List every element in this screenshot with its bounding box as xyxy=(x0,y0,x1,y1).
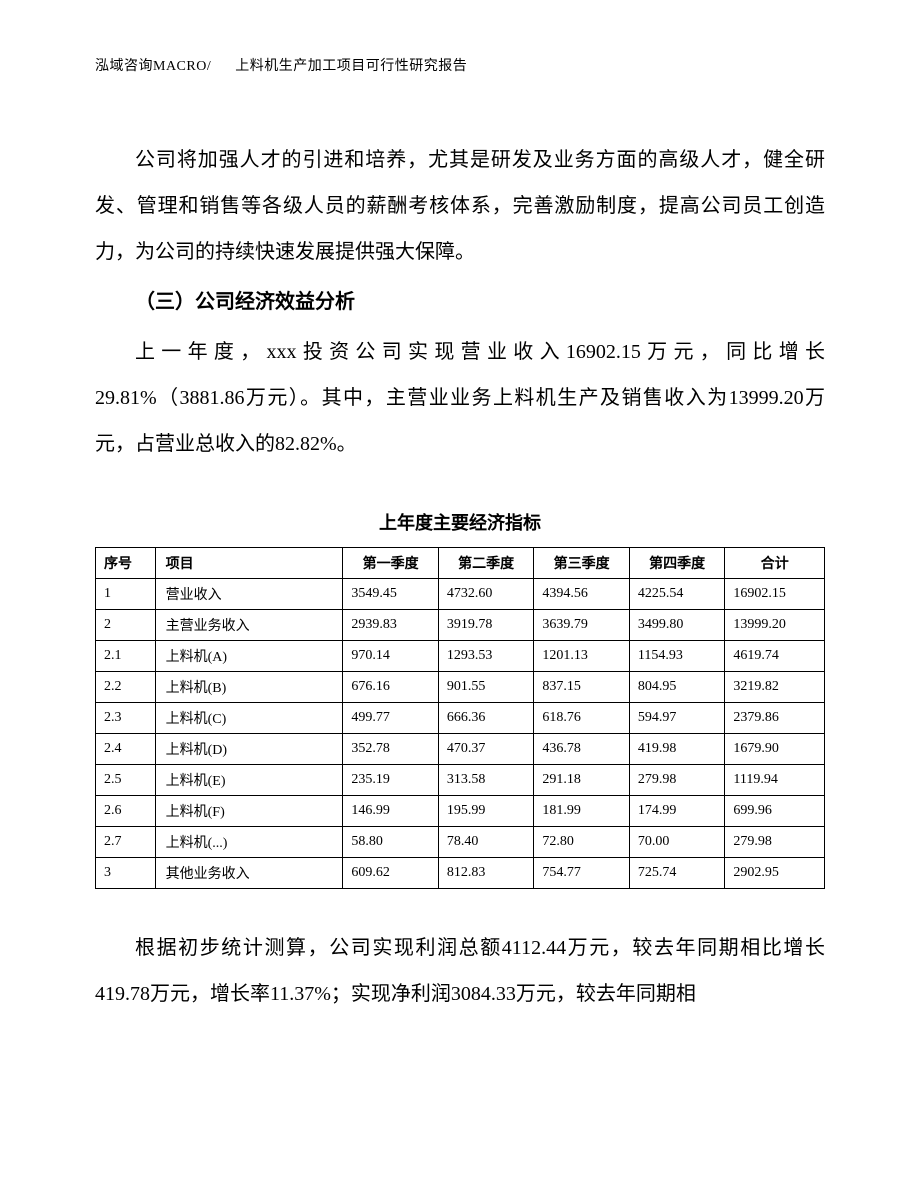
economic-indicators-table: 序号 项目 第一季度 第二季度 第三季度 第四季度 合计 1营业收入3549.4… xyxy=(95,547,825,889)
table-cell: 436.78 xyxy=(534,734,630,765)
table-cell: 676.16 xyxy=(343,672,439,703)
table-cell: 2.4 xyxy=(96,734,156,765)
table-row: 2.7上料机(...)58.8078.4072.8070.00279.98 xyxy=(96,827,825,858)
table-cell: 970.14 xyxy=(343,641,439,672)
table-row: 2.6上料机(F)146.99195.99181.99174.99699.96 xyxy=(96,796,825,827)
table-cell: 3499.80 xyxy=(629,610,725,641)
table-cell: 699.96 xyxy=(725,796,825,827)
header-title: 上料机生产加工项目可行性研究报告 xyxy=(235,59,467,74)
table-cell: 营业收入 xyxy=(155,579,343,610)
table-cell: 其他业务收入 xyxy=(155,858,343,889)
table-cell: 419.98 xyxy=(629,734,725,765)
table-cell: 16902.15 xyxy=(725,579,825,610)
table-cell: 2.5 xyxy=(96,765,156,796)
table-row: 2.3上料机(C)499.77666.36618.76594.972379.86 xyxy=(96,703,825,734)
table-cell: 4619.74 xyxy=(725,641,825,672)
table-cell: 78.40 xyxy=(438,827,534,858)
header-company: 泓域咨询MACRO/ xyxy=(95,59,211,74)
table-cell: 1201.13 xyxy=(534,641,630,672)
table-cell: 2.1 xyxy=(96,641,156,672)
table-cell: 上料机(A) xyxy=(155,641,343,672)
table-cell: 上料机(C) xyxy=(155,703,343,734)
table-cell: 上料机(B) xyxy=(155,672,343,703)
page-header: 泓域咨询MACRO/ 上料机生产加工项目可行性研究报告 xyxy=(95,55,825,75)
table-cell: 754.77 xyxy=(534,858,630,889)
section-heading: （三）公司经济效益分析 xyxy=(95,279,825,325)
paragraph-3: 根据初步统计测算，公司实现利润总额4112.44万元，较去年同期相比增长419.… xyxy=(95,925,825,1017)
table-row: 2主营业务收入2939.833919.783639.793499.8013999… xyxy=(96,610,825,641)
table-cell: 3219.82 xyxy=(725,672,825,703)
table-cell: 804.95 xyxy=(629,672,725,703)
table-cell: 1 xyxy=(96,579,156,610)
table-cell: 195.99 xyxy=(438,796,534,827)
table-cell: 174.99 xyxy=(629,796,725,827)
table-cell: 291.18 xyxy=(534,765,630,796)
table-header-row: 序号 项目 第一季度 第二季度 第三季度 第四季度 合计 xyxy=(96,548,825,579)
table-cell: 279.98 xyxy=(725,827,825,858)
table-cell: 2.3 xyxy=(96,703,156,734)
table-cell: 725.74 xyxy=(629,858,725,889)
table-cell: 58.80 xyxy=(343,827,439,858)
table-cell: 235.19 xyxy=(343,765,439,796)
table-cell: 2.6 xyxy=(96,796,156,827)
table-cell: 279.98 xyxy=(629,765,725,796)
table-row: 3其他业务收入609.62812.83754.77725.742902.95 xyxy=(96,858,825,889)
table-cell: 901.55 xyxy=(438,672,534,703)
col-header-seq: 序号 xyxy=(96,548,156,579)
table-cell: 2379.86 xyxy=(725,703,825,734)
table-cell: 4225.54 xyxy=(629,579,725,610)
table-cell: 4394.56 xyxy=(534,579,630,610)
table-row: 1营业收入3549.454732.604394.564225.5416902.1… xyxy=(96,579,825,610)
col-header-q2: 第二季度 xyxy=(438,548,534,579)
table-row: 2.1上料机(A)970.141293.531201.131154.934619… xyxy=(96,641,825,672)
table-cell: 3 xyxy=(96,858,156,889)
table-cell: 1154.93 xyxy=(629,641,725,672)
table-cell: 上料机(D) xyxy=(155,734,343,765)
table-cell: 13999.20 xyxy=(725,610,825,641)
table-cell: 313.58 xyxy=(438,765,534,796)
table-cell: 618.76 xyxy=(534,703,630,734)
col-header-q4: 第四季度 xyxy=(629,548,725,579)
table-cell: 499.77 xyxy=(343,703,439,734)
col-header-q3: 第三季度 xyxy=(534,548,630,579)
table-cell: 470.37 xyxy=(438,734,534,765)
paragraph-2: 上一年度，xxx投资公司实现营业收入16902.15万元，同比增长29.81%（… xyxy=(95,329,825,467)
table-cell: 1293.53 xyxy=(438,641,534,672)
table-cell: 上料机(F) xyxy=(155,796,343,827)
col-header-total: 合计 xyxy=(725,548,825,579)
table-cell: 2902.95 xyxy=(725,858,825,889)
table-cell: 70.00 xyxy=(629,827,725,858)
table-cell: 609.62 xyxy=(343,858,439,889)
table-cell: 主营业务收入 xyxy=(155,610,343,641)
paragraph-1: 公司将加强人才的引进和培养，尤其是研发及业务方面的高级人才，健全研发、管理和销售… xyxy=(95,137,825,275)
table-cell: 666.36 xyxy=(438,703,534,734)
table-body: 1营业收入3549.454732.604394.564225.5416902.1… xyxy=(96,579,825,889)
col-header-item: 项目 xyxy=(155,548,343,579)
table-row: 2.5上料机(E)235.19313.58291.18279.981119.94 xyxy=(96,765,825,796)
table-cell: 352.78 xyxy=(343,734,439,765)
table-cell: 72.80 xyxy=(534,827,630,858)
table-cell: 3549.45 xyxy=(343,579,439,610)
table-cell: 上料机(...) xyxy=(155,827,343,858)
table-cell: 2939.83 xyxy=(343,610,439,641)
table-cell: 2.7 xyxy=(96,827,156,858)
table-cell: 4732.60 xyxy=(438,579,534,610)
table-cell: 812.83 xyxy=(438,858,534,889)
table-cell: 146.99 xyxy=(343,796,439,827)
table-row: 2.4上料机(D)352.78470.37436.78419.981679.90 xyxy=(96,734,825,765)
table-cell: 181.99 xyxy=(534,796,630,827)
table-row: 2.2上料机(B)676.16901.55837.15804.953219.82 xyxy=(96,672,825,703)
table-cell: 2.2 xyxy=(96,672,156,703)
col-header-q1: 第一季度 xyxy=(343,548,439,579)
table-cell: 上料机(E) xyxy=(155,765,343,796)
table-cell: 1119.94 xyxy=(725,765,825,796)
table-cell: 837.15 xyxy=(534,672,630,703)
table-cell: 594.97 xyxy=(629,703,725,734)
table-cell: 3919.78 xyxy=(438,610,534,641)
table-title: 上年度主要经济指标 xyxy=(95,509,825,535)
table-cell: 2 xyxy=(96,610,156,641)
table-cell: 1679.90 xyxy=(725,734,825,765)
table-cell: 3639.79 xyxy=(534,610,630,641)
